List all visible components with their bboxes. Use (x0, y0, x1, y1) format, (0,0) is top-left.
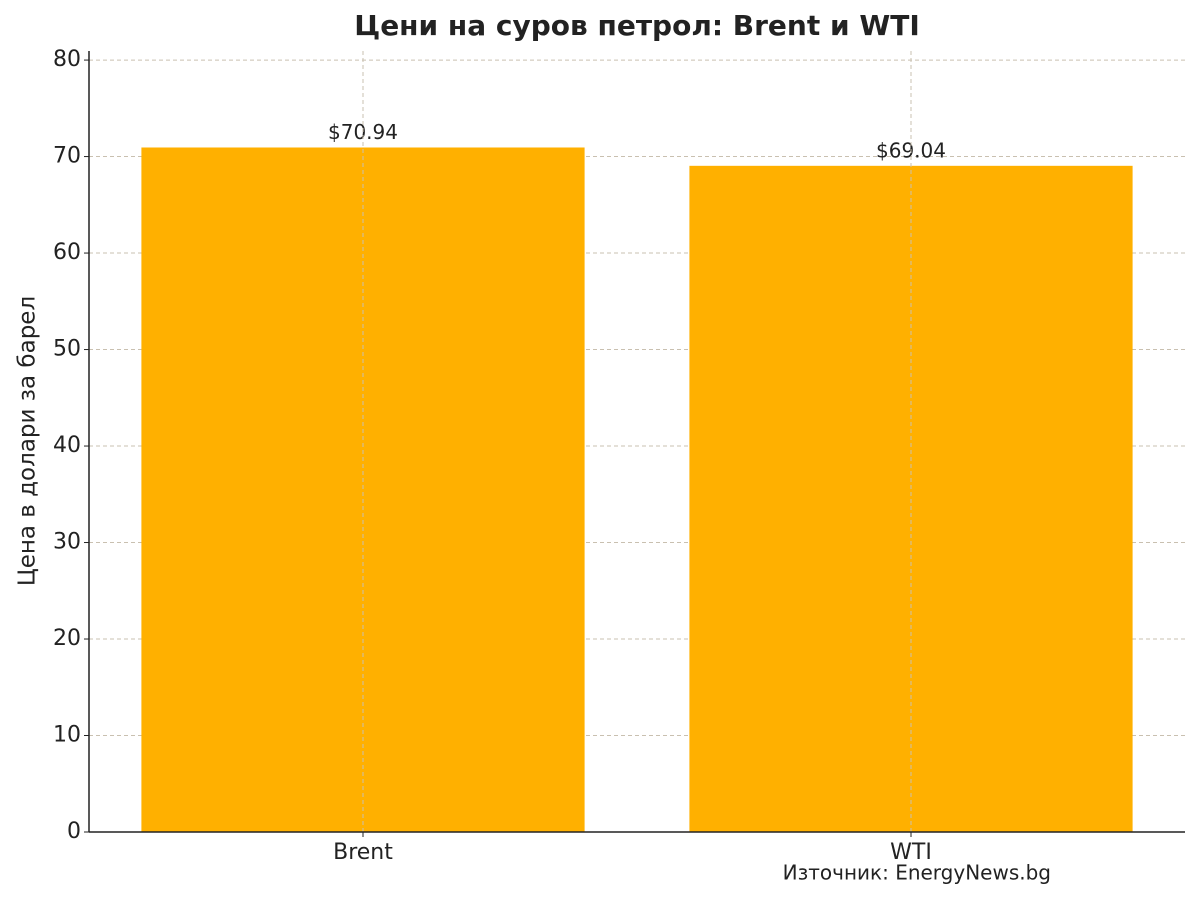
y-tick-label: 60 (53, 240, 81, 265)
source-note: Източник: EnergyNews.bg (783, 861, 1051, 885)
y-tick-label: 40 (53, 433, 81, 458)
y-axis-label: Цена в долари за барел (15, 296, 41, 586)
y-tick-label: 80 (53, 47, 81, 72)
y-tick-label: 10 (53, 723, 81, 748)
x-tick-label: WTI (890, 840, 932, 865)
y-tick-label: 20 (53, 626, 81, 651)
y-tick-label: 50 (53, 337, 81, 362)
x-tick-label: Brent (333, 840, 393, 865)
y-tick-label: 30 (53, 530, 81, 555)
y-tick-label: 0 (67, 819, 81, 844)
y-tick-label: 70 (53, 144, 81, 169)
chart-title: Цени на суров петрол: Brent и WTI (354, 9, 920, 42)
